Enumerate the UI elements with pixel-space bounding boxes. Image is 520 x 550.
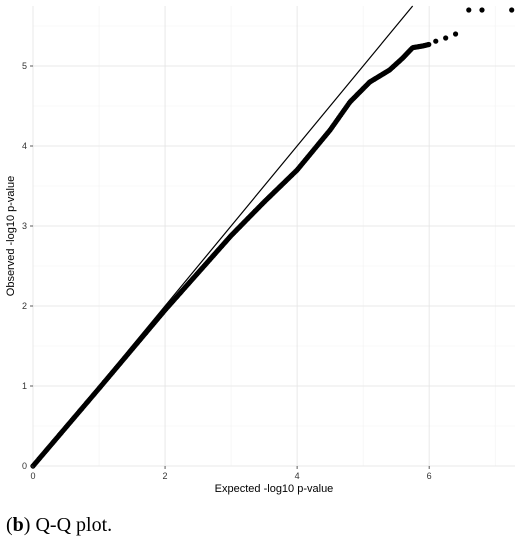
qq-plot: 0 2 4 6 0 1 2 3 4 5 Expected -log10 p-value Obse…	[5, 5, 515, 495]
qq-outlier-point	[466, 7, 472, 13]
x-tick-label: 0	[30, 471, 35, 481]
y-axis-title: Observed -log10 p-value	[5, 176, 17, 296]
caption-text: Q-Q plot.	[30, 514, 113, 536]
qq-outlier-point	[452, 31, 459, 37]
qq-outlier-point	[509, 7, 515, 13]
caption-label: b	[12, 514, 24, 536]
y-tick-label: 0	[22, 461, 27, 471]
x-tick-label: 4	[295, 471, 300, 481]
x-tick-label: 2	[163, 471, 168, 481]
minor-gridlines	[33, 6, 515, 466]
qq-points	[30, 7, 515, 469]
x-axis-ticks: 0 2 4 6	[30, 466, 432, 481]
x-tick-label: 6	[427, 471, 432, 481]
qq-point	[426, 41, 432, 48]
plot-panel	[33, 6, 515, 466]
y-tick-label: 2	[22, 301, 27, 311]
qq-outlier-point	[443, 35, 449, 41]
major-gridlines	[32, 6, 515, 467]
qq-outlier-point	[433, 38, 439, 44]
y-tick-label: 5	[22, 61, 27, 71]
x-axis-title: Expected -log10 p-value	[215, 483, 334, 495]
y-tick-label: 4	[22, 141, 27, 151]
y-axis-ticks: 0 1 2 3 4 5	[22, 61, 33, 471]
y-tick-label: 3	[22, 221, 27, 231]
qq-outlier-point	[479, 7, 485, 13]
y-tick-label: 1	[22, 381, 27, 391]
figure-caption: (b) Q-Q plot.	[6, 514, 113, 536]
